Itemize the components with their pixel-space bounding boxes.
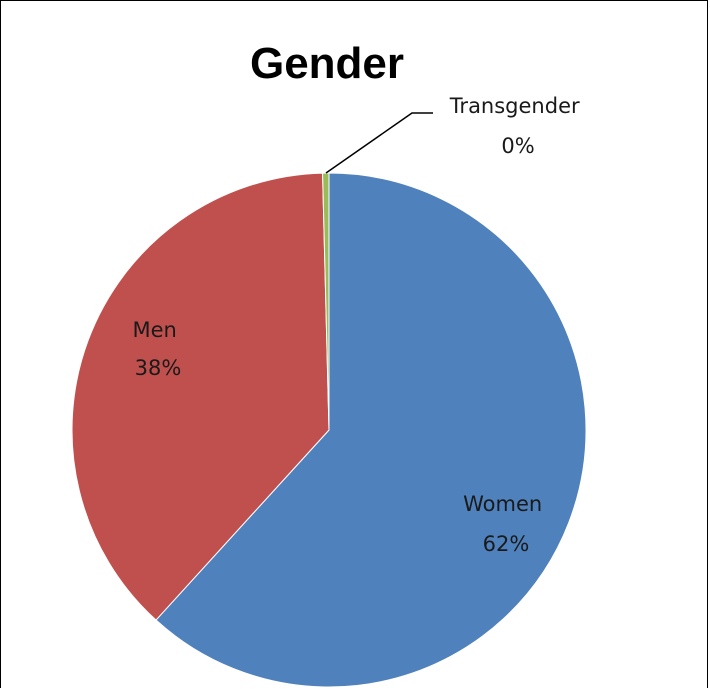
pie-slice-women [155, 172, 587, 688]
slice-percent-men: 38% [135, 356, 182, 380]
slice-label-men: Men 38% [132, 318, 183, 380]
chart-title: Gender [250, 39, 404, 88]
slice-percent-transgender: 0% [501, 134, 534, 158]
pie-slices [71, 172, 587, 688]
slice-percent-women: 62% [483, 532, 530, 556]
slice-label-transgender: Transgender 0% [449, 94, 587, 158]
slice-name-women: Women [463, 492, 542, 516]
transgender-leader-line [325, 112, 433, 174]
pie-slice-transgender [322, 172, 330, 431]
pie-slice-men [71, 172, 330, 621]
slice-name-transgender: Transgender [449, 94, 580, 118]
slice-label-women: Women 62% [463, 492, 549, 556]
slice-name-men: Men [132, 318, 176, 342]
